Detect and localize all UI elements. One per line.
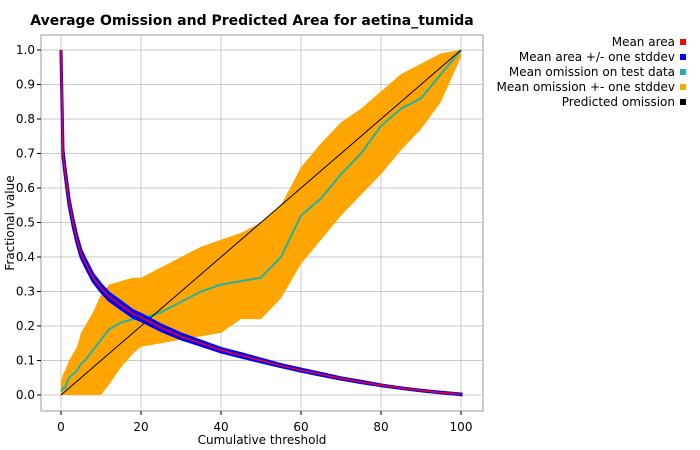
x-tick-label: 40 bbox=[213, 420, 228, 434]
x-tick-label: 20 bbox=[133, 420, 148, 434]
x-tick-label: 60 bbox=[293, 420, 308, 434]
chart-title: Average Omission and Predicted Area for … bbox=[30, 13, 474, 29]
legend-label: Mean omission on test data bbox=[509, 65, 675, 79]
x-tick-label: 100 bbox=[450, 420, 473, 434]
y-tick-label: 0.7 bbox=[16, 147, 35, 161]
y-axis-label: Fractional value bbox=[3, 175, 17, 270]
mean-omission-path bbox=[60, 49, 462, 393]
legend-label: Mean area +/- one stddev bbox=[519, 50, 675, 64]
y-tick-label: 0.4 bbox=[16, 250, 35, 264]
y-tick-label: 0.9 bbox=[16, 78, 35, 92]
x-axis-label: Cumulative threshold bbox=[198, 433, 327, 447]
x-tick-label: 80 bbox=[373, 420, 388, 434]
y-tick-label: 0.1 bbox=[16, 354, 35, 368]
legend-swatch bbox=[680, 39, 686, 45]
y-tick-label: 0.2 bbox=[16, 319, 35, 333]
mean-area-path bbox=[60, 49, 462, 396]
legend-label: Mean area bbox=[612, 35, 675, 49]
mean-omission-line bbox=[60, 49, 462, 393]
legend-swatch bbox=[680, 54, 686, 60]
y-tick-label: 0.0 bbox=[16, 388, 35, 402]
predicted-omission-path bbox=[60, 49, 462, 396]
mean-area-line bbox=[60, 49, 462, 396]
y-tick-label: 0.8 bbox=[16, 112, 35, 126]
legend-swatch bbox=[680, 99, 686, 105]
y-tick-label: 0.3 bbox=[16, 285, 35, 299]
area-stddev-band-area bbox=[59, 49, 463, 397]
y-tick-label: 0.6 bbox=[16, 181, 35, 195]
x-tick-label: 0 bbox=[57, 420, 65, 434]
y-tick-label: 0.5 bbox=[16, 216, 35, 230]
predicted-omission-line bbox=[60, 49, 462, 396]
legend-swatch bbox=[680, 84, 686, 90]
legend-label: Predicted omission bbox=[562, 95, 675, 109]
area-stddev-band bbox=[59, 49, 463, 397]
legend-label: Mean omission +- one stddev bbox=[497, 80, 676, 94]
y-tick-label: 1.0 bbox=[16, 43, 35, 57]
axes: 0 20 40 60 80 100 0.0 0.1 0.2 0.3 0.4 0.5 0.6 0.7 0.8 0… bbox=[16, 43, 473, 434]
legend-swatch bbox=[680, 69, 686, 75]
